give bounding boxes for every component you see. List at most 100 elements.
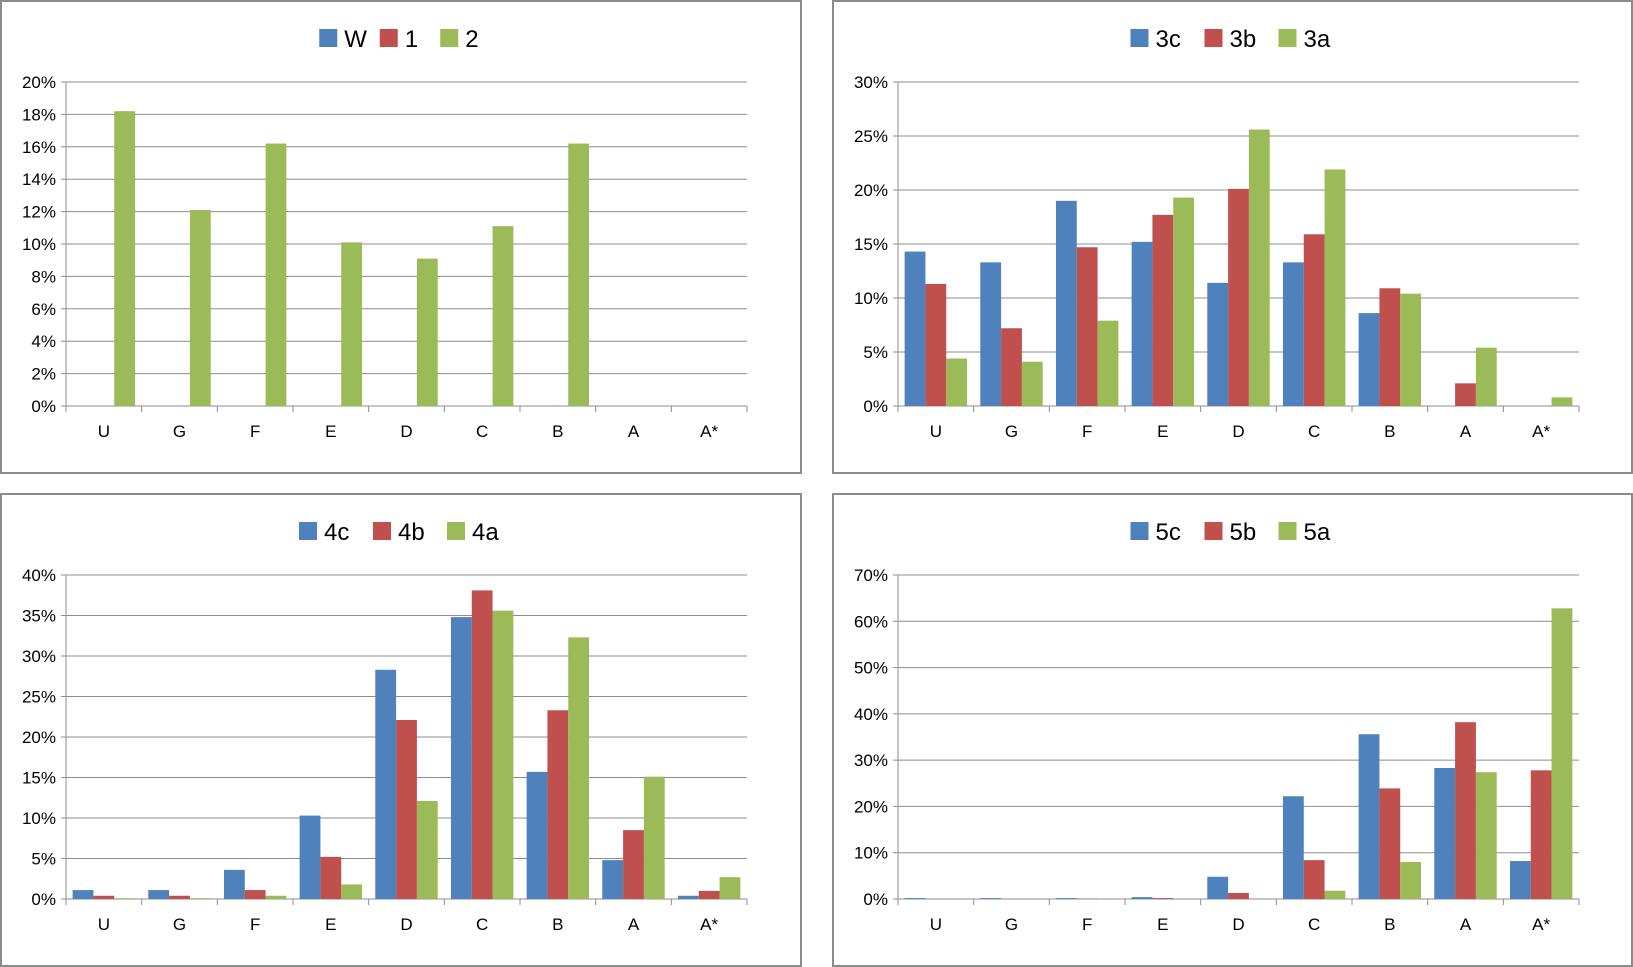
- legend-swatch-2: [440, 29, 459, 47]
- bar-5b-A*: [1530, 770, 1552, 899]
- bar-5b-E: [1152, 898, 1174, 899]
- bar-3b-G: [1001, 328, 1022, 406]
- x-tick-label: A*: [700, 915, 718, 934]
- bar-4c-G: [148, 890, 170, 899]
- bar-3a-A: [1475, 347, 1497, 406]
- bar-4a-U: [114, 898, 136, 899]
- legend-swatch-3a: [1278, 29, 1297, 47]
- bar-4a-F: [265, 895, 287, 899]
- bar-4b-G: [169, 895, 190, 899]
- bar-4b-C: [471, 590, 493, 899]
- bar-3c-F: [1055, 200, 1077, 406]
- bar-3c-U: [904, 251, 926, 406]
- bar-3a-E: [1173, 197, 1195, 406]
- bar-chart-3: 0% 5% 10% 15% 20% 25% 30% U G F E D C B A A* 3c 3b 3a: [854, 26, 1580, 441]
- legend-swatch-5a: [1278, 522, 1297, 540]
- y-tick-label: 15%: [22, 769, 56, 788]
- bar-5a-A: [1475, 772, 1497, 899]
- x-tick-label: G: [173, 422, 186, 441]
- x-tick-label: G: [1005, 422, 1018, 441]
- bar-3b-D: [1228, 188, 1249, 406]
- legend-swatch-1: [379, 29, 398, 47]
- x-tick-label: E: [325, 915, 336, 934]
- legend-label-5c: 5c: [1156, 519, 1181, 546]
- legend-swatch-4b: [373, 522, 391, 540]
- bar-5c-D: [1207, 876, 1229, 899]
- legend-swatch-W: [319, 29, 338, 47]
- y-tick-label: 8%: [31, 267, 56, 286]
- bar-5c-E: [1131, 897, 1153, 899]
- x-tick-label: F: [1082, 422, 1092, 441]
- x-tick-label: G: [1005, 915, 1018, 934]
- bar-3a-B: [1400, 293, 1422, 406]
- bar-4c-C: [450, 617, 472, 899]
- bar-3a-G: [1021, 361, 1043, 406]
- legend-label-3b: 3b: [1230, 26, 1257, 53]
- bar-5c-C: [1282, 796, 1304, 899]
- bar-3a-D: [1248, 129, 1270, 406]
- y-tick-label: 30%: [22, 647, 56, 666]
- bar-4a-A*: [719, 877, 741, 899]
- bar-3b-F: [1076, 247, 1098, 406]
- bar-2-U: [114, 111, 136, 406]
- y-tick-label: 12%: [22, 203, 56, 222]
- x-tick-label: B: [552, 422, 563, 441]
- chart-panel-3: 0% 5% 10% 15% 20% 25% 30% U G F E D C B A A* 3c 3b 3a: [832, 0, 1633, 474]
- bar-3a-U: [946, 358, 968, 406]
- y-tick-label: 35%: [22, 607, 56, 626]
- legend-label-1: 1: [405, 26, 418, 53]
- y-tick-label: 20%: [22, 73, 56, 92]
- y-tick-label: 14%: [22, 170, 56, 189]
- bar-4b-U: [93, 895, 115, 899]
- legend-label-3c: 3c: [1156, 26, 1181, 53]
- bar-4c-F: [223, 869, 245, 899]
- bar-3a-C: [1324, 169, 1346, 406]
- bar-4a-C: [492, 610, 514, 899]
- y-tick-label: 30%: [854, 73, 888, 92]
- legend-label-4c: 4c: [324, 519, 349, 546]
- x-tick-label: A*: [1532, 915, 1550, 934]
- y-tick-label: 10%: [22, 809, 56, 828]
- x-tick-label: E: [1157, 422, 1168, 441]
- y-tick-label: 16%: [22, 138, 56, 157]
- bar-5c-B: [1358, 734, 1380, 899]
- y-tick-label: 5%: [863, 343, 888, 362]
- y-tick-label: 15%: [854, 235, 888, 254]
- bar-4b-E: [320, 856, 342, 899]
- x-tick-label: F: [1082, 915, 1092, 934]
- y-tick-label: 10%: [854, 844, 888, 863]
- y-tick-label: 10%: [22, 235, 56, 254]
- legend-swatch-4c: [299, 522, 317, 540]
- bar-2-D: [416, 258, 438, 406]
- bar-4b-A*: [698, 890, 720, 899]
- y-tick-label: 20%: [854, 797, 888, 816]
- bar-4b-B: [547, 710, 569, 899]
- bar-4a-B: [568, 637, 590, 899]
- x-tick-label: G: [173, 915, 186, 934]
- bar-3b-C: [1303, 234, 1325, 406]
- y-tick-label: 30%: [854, 751, 888, 770]
- bar-5c-F: [1055, 898, 1077, 899]
- legend-swatch-5c: [1130, 522, 1149, 540]
- legend-label-2: 2: [465, 26, 478, 53]
- bar-4a-D: [416, 800, 438, 899]
- bar-2-C: [492, 226, 514, 406]
- bar-2-F: [265, 143, 287, 406]
- legend-label-4a: 4a: [472, 519, 499, 546]
- y-tick-label: 20%: [22, 728, 56, 747]
- bar-3b-E: [1152, 214, 1174, 406]
- x-tick-label: B: [1384, 422, 1395, 441]
- bar-4c-A*: [677, 895, 699, 899]
- bar-3c-G: [980, 262, 1002, 406]
- y-tick-label: 2%: [31, 365, 56, 384]
- x-tick-label: A: [628, 422, 640, 441]
- x-tick-label: D: [1232, 422, 1244, 441]
- bar-chart-w-1-2: 0% 2% 4% 6% 8% 10% 12% 14% 16% 18% 20% U G F E D C B A A* W 1…: [22, 26, 748, 441]
- bar-3c-D: [1207, 282, 1229, 406]
- legend-swatch-4a: [447, 522, 465, 540]
- bar-chart-5: 0% 10% 20% 30% 40% 50% 60% 70% U G F E D C B A A* 5c 5b 5a: [854, 519, 1580, 934]
- y-tick-label: 20%: [854, 181, 888, 200]
- bar-4a-G: [189, 898, 211, 899]
- x-tick-label: B: [552, 915, 563, 934]
- bar-4c-B: [526, 771, 548, 899]
